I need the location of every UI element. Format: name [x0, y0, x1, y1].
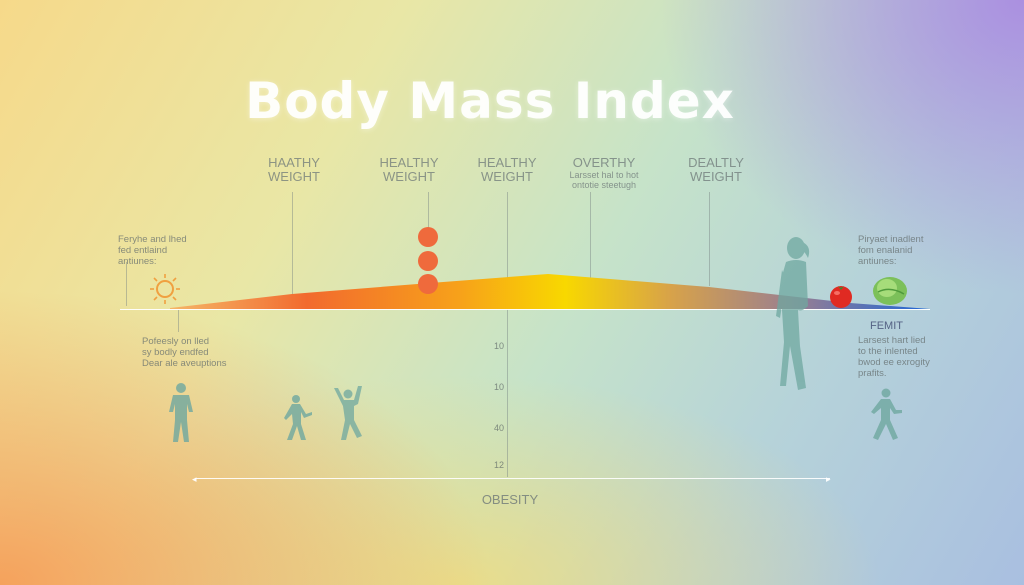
guide-line-left	[126, 262, 127, 306]
category-label-3-line1: HEALTHY	[477, 155, 537, 170]
apple-icon	[830, 286, 852, 308]
note-left-top-line: antiunes:	[118, 256, 157, 267]
marker-dot-2	[418, 251, 438, 271]
note-left-top: Feryhe and lhed fed entlaind antiunes:	[118, 234, 187, 267]
axis-arrow-right-icon: ▸	[826, 474, 831, 484]
tick-label-2: 10	[494, 382, 505, 392]
category-label-1: HAATHY WEIGHT	[234, 156, 354, 184]
sun-icon	[150, 274, 180, 304]
guide-line-5	[709, 192, 710, 286]
guide-line-1	[292, 192, 293, 294]
standing-woman-figure	[776, 237, 810, 390]
note-left-bottom-line: sy bodly endfed	[142, 347, 209, 358]
note-left-bottom-line: Dear ale aveuptions	[142, 358, 227, 369]
category-label-4-sub2: ontotie steetugh	[571, 180, 637, 190]
category-label-3: HEALTHY WEIGHT	[447, 156, 567, 184]
axis-arrow-left-icon: ◂	[192, 474, 197, 484]
category-label-5-line1: DEALTLY	[688, 155, 744, 170]
note-right-bottom-line: Larsest hart lied	[858, 335, 926, 346]
note-right-bottom-line: to the inlented	[858, 346, 918, 357]
category-label-4-line1: OVERTHY	[572, 155, 636, 170]
note-left-top-line: fed entlaind	[118, 245, 168, 256]
axis-label-obesity: OBESITY	[481, 492, 539, 507]
note-left-bottom-line: Pofeesly on lled	[142, 336, 210, 347]
category-label-5-line2: WEIGHT	[690, 169, 742, 184]
tick-label-1: 10	[494, 341, 505, 351]
note-right-top-line: fom enalanid	[858, 245, 913, 256]
category-label-4: OVERTHY Larsset hal to hot ontotie steet…	[544, 155, 664, 191]
note-right-top: Piryaet inadlent fom enalanid antiunes:	[858, 234, 923, 267]
note-right-bottom-line: bwod ee exrogity	[858, 357, 930, 368]
running-person-icon	[871, 388, 902, 440]
marker-dot-1	[418, 227, 438, 247]
tick-label-3: 40	[494, 423, 505, 433]
guide-line-3	[507, 192, 508, 477]
bmi-baseline	[120, 309, 930, 310]
guide-line-left-lower	[178, 310, 179, 332]
walking-person-icon	[284, 395, 312, 440]
note-left-bottom: Pofeesly on lled sy bodly endfed Dear al…	[142, 336, 227, 369]
jumping-person-icon	[334, 386, 362, 440]
marker-dot-3	[418, 274, 438, 294]
person-icon	[169, 383, 193, 442]
category-label-2-line2: WEIGHT	[383, 169, 435, 184]
note-right-top-line: Piryaet inadlent	[858, 234, 924, 245]
leaf-icon	[873, 277, 907, 305]
note-right-bottom-line: prafits.	[858, 368, 887, 379]
category-label-1-line1: HAATHY	[268, 155, 320, 170]
note-right-top-line: antiunes:	[858, 256, 897, 267]
note-right-heading: FEMIT	[870, 320, 903, 332]
bottom-axis-line	[195, 478, 830, 479]
note-right-bottom: Larsest hart lied to the inlented bwod e…	[858, 335, 930, 379]
page-title: Body Mass Index	[245, 72, 735, 130]
category-label-2-line1: HEALTHY	[379, 155, 439, 170]
category-label-5: DEALTLY WEIGHT	[656, 156, 776, 184]
note-left-top-line: Feryhe and lhed	[118, 234, 187, 245]
category-label-4-sub1: Larsset hal to hot	[569, 170, 639, 180]
tick-label-4: 12	[494, 460, 505, 470]
category-label-3-line2: WEIGHT	[481, 169, 533, 184]
guide-line-2	[428, 192, 429, 232]
guide-line-4	[590, 192, 591, 278]
category-label-1-line2: WEIGHT	[268, 169, 320, 184]
category-label-2: HEALTHY WEIGHT	[349, 156, 469, 184]
